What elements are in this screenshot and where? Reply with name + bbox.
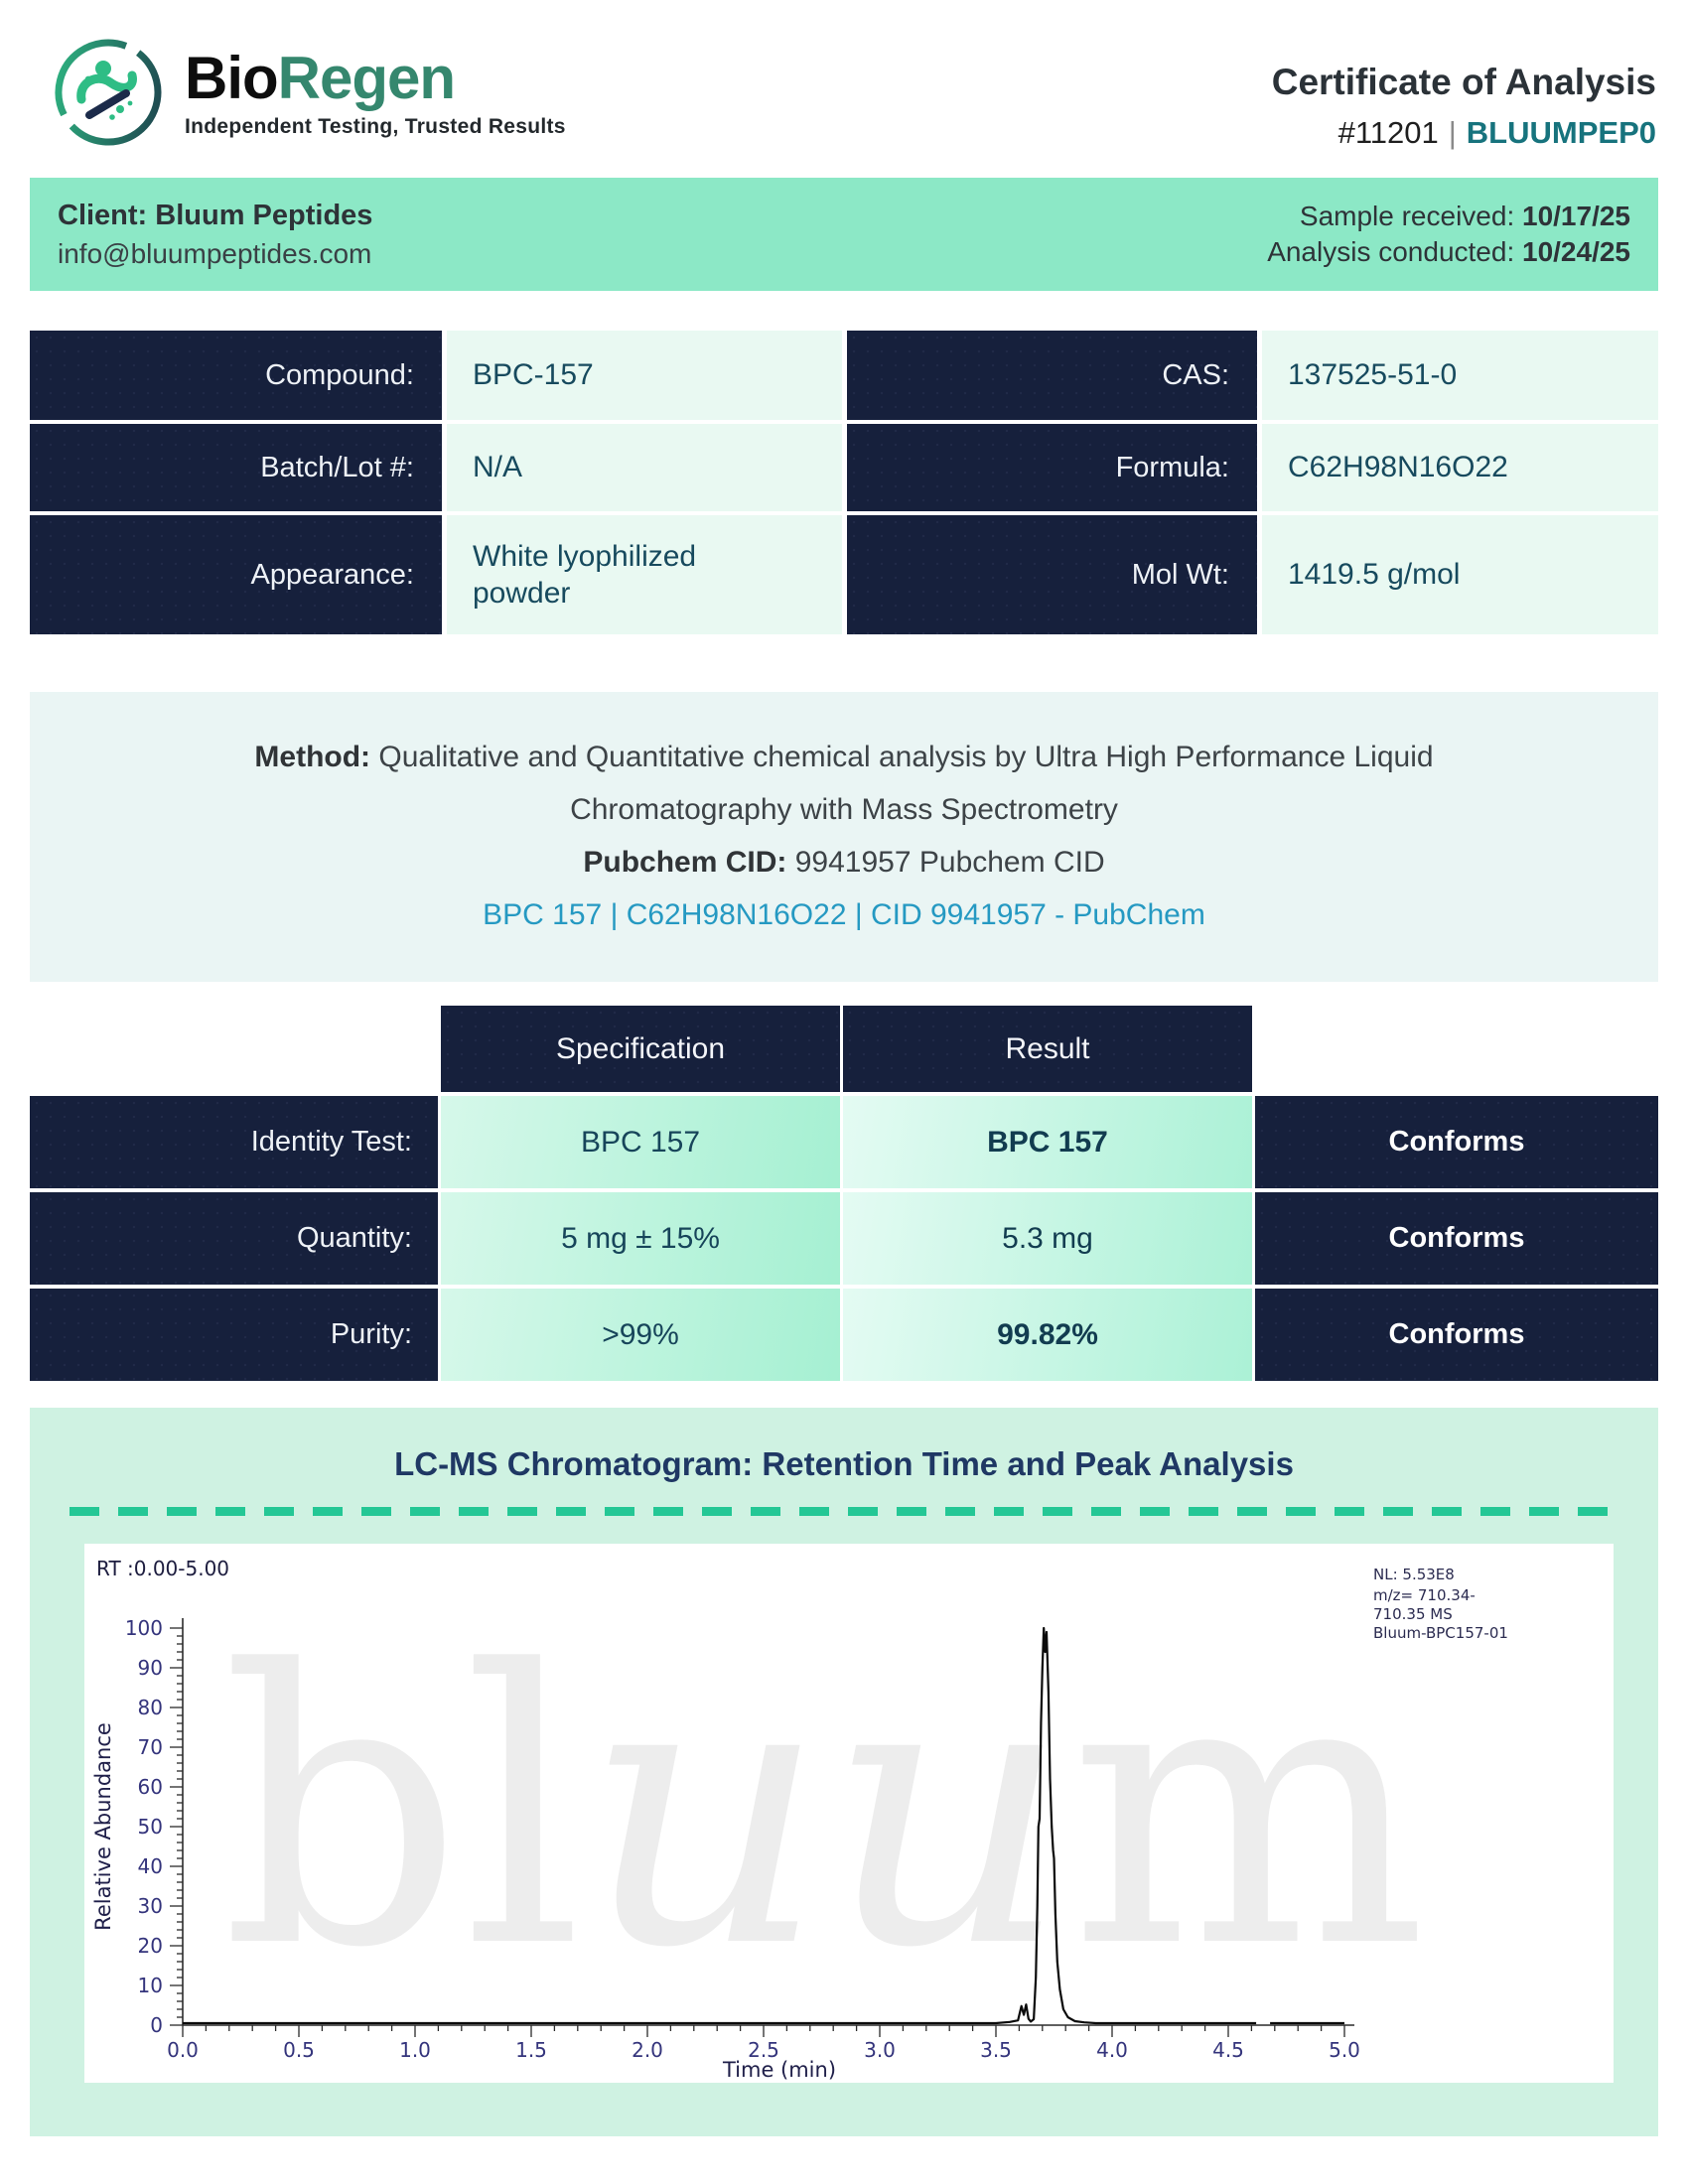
svg-text:3.0: 3.0 <box>864 2038 896 2062</box>
svg-text:50: 50 <box>138 1815 163 1839</box>
svg-text:2.5: 2.5 <box>748 2038 779 2062</box>
dashed-divider <box>70 1507 1618 1516</box>
svg-text:30: 30 <box>138 1894 163 1918</box>
appearance-label: Appearance: <box>30 515 442 634</box>
identity-spec: BPC 157 <box>441 1096 840 1188</box>
brand-logo: BioRegen Independent Testing, Trusted Re… <box>52 36 566 149</box>
svg-text:4.5: 4.5 <box>1212 2038 1244 2062</box>
svg-text:80: 80 <box>138 1696 163 1719</box>
bluum-watermark: bluum <box>221 1590 1428 2030</box>
client-email: info@bluumpeptides.com <box>58 237 372 269</box>
svg-text:60: 60 <box>138 1775 163 1799</box>
formula-value: C62H98N16O22 <box>1262 424 1658 511</box>
svg-text:2.0: 2.0 <box>632 2038 663 2062</box>
x-axis-label: Time (min) <box>722 2058 836 2082</box>
cas-value: 137525-51-0 <box>1262 331 1658 420</box>
document-title: Certificate of Analysis <box>1271 62 1656 102</box>
compound-value: BPC-157 <box>447 331 842 420</box>
identity-label: Identity Test: <box>30 1096 438 1188</box>
svg-text:3.5: 3.5 <box>980 2038 1012 2062</box>
report-number: #11201 <box>1337 115 1439 150</box>
svg-text:5.0: 5.0 <box>1329 2038 1360 2062</box>
svg-text:100: 100 <box>125 1616 163 1640</box>
quantity-result: 5.3 mg <box>843 1192 1252 1285</box>
method-line-2: Chromatography with Mass Spectrometry <box>570 793 1118 826</box>
analysis-conducted-date: 10/24/25 <box>1522 236 1630 267</box>
report-id: #11201 | BLUUMPEP0 <box>1272 115 1656 151</box>
svg-text:1.0: 1.0 <box>399 2038 431 2062</box>
svg-text:4.0: 4.0 <box>1096 2038 1128 2062</box>
svg-text:1.5: 1.5 <box>515 2038 547 2062</box>
molwt-label: Mol Wt: <box>847 515 1257 634</box>
analysis-conducted: Analysis conducted: 10/24/25 <box>1267 236 1630 267</box>
method-line-1: Method: Qualitative and Quantitative che… <box>254 741 1434 773</box>
svg-text:10: 10 <box>138 1974 163 1997</box>
compound-info-table: Compound: BPC-157 CAS: 137525-51-0 Batch… <box>30 331 1658 634</box>
annotation-ms: 710.35 MS <box>1373 1605 1453 1623</box>
identity-result: BPC 157 <box>843 1096 1252 1188</box>
chromatogram-plot: bluum RT :0.00-5.00 Relative Abundance T… <box>84 1544 1614 2083</box>
quantity-label: Quantity: <box>30 1192 438 1285</box>
spec-header-spacer <box>30 1006 438 1092</box>
chromatogram-section: LC-MS Chromatogram: Retention Time and P… <box>30 1408 1658 2136</box>
batch-value: N/A <box>447 424 842 511</box>
y-axis-label: Relative Abundance <box>91 1722 115 1931</box>
purity-spec: >99% <box>441 1289 840 1381</box>
annotation-sample: Bluum-BPC157-01 <box>1373 1624 1508 1642</box>
method-cid: Pubchem CID: 9941957 Pubchem CID <box>583 846 1105 879</box>
chromatogram-title: LC-MS Chromatogram: Retention Time and P… <box>394 1445 1294 1482</box>
svg-text:90: 90 <box>138 1656 163 1680</box>
quantity-status: Conforms <box>1255 1192 1658 1285</box>
purity-result: 99.82% <box>843 1289 1252 1381</box>
formula-label: Formula: <box>847 424 1257 511</box>
svg-text:0.5: 0.5 <box>283 2038 315 2062</box>
annotation-mz: m/z= 710.34- <box>1373 1586 1476 1604</box>
pubchem-link[interactable]: BPC 157 | C62H98N16O22 | CID 9941957 - P… <box>483 898 1205 931</box>
svg-text:20: 20 <box>138 1934 163 1958</box>
brand-tagline: Independent Testing, Trusted Results <box>185 114 566 138</box>
sample-received-date: 10/17/25 <box>1522 201 1630 231</box>
spec-header-specification: Specification <box>441 1006 840 1092</box>
quantity-spec: 5 mg ± 15% <box>441 1192 840 1285</box>
purity-status: Conforms <box>1255 1289 1658 1381</box>
svg-text:40: 40 <box>138 1854 163 1878</box>
svg-text:70: 70 <box>138 1735 163 1759</box>
client-name: Client: Bluum Peptides <box>58 199 373 231</box>
report-id-separator: | <box>1448 115 1457 150</box>
cas-label: CAS: <box>847 331 1257 420</box>
brand-regen: Regen <box>277 44 456 111</box>
report-code: BLUUMPEP0 <box>1466 115 1656 150</box>
spec-header-spacer <box>1255 1006 1658 1092</box>
svg-text:0: 0 <box>150 2013 163 2037</box>
method-section: Method: Qualitative and Quantitative che… <box>30 692 1658 982</box>
chromatogram-svg: bluum RT :0.00-5.00 Relative Abundance T… <box>91 1557 1508 2082</box>
specification-table: Specification Result Identity Test: BPC … <box>30 1006 1658 1381</box>
spec-header-result: Result <box>843 1006 1252 1092</box>
batch-label: Batch/Lot #: <box>30 424 442 511</box>
sample-received: Sample received: 10/17/25 <box>1299 201 1630 231</box>
identity-status: Conforms <box>1255 1096 1658 1188</box>
brand-bio: Bio <box>185 44 279 111</box>
molwt-value: 1419.5 g/mol <box>1262 515 1658 634</box>
appearance-value: White lyophilized powder <box>447 515 842 634</box>
annotation-nl: NL: 5.53E8 <box>1373 1566 1455 1583</box>
svg-text:0.0: 0.0 <box>167 2038 199 2062</box>
client-info-bar: Client: Bluum Peptides info@bluumpeptide… <box>30 178 1658 291</box>
rt-range-note: RT :0.00-5.00 <box>96 1557 229 1580</box>
bioregen-logo-icon <box>55 39 162 146</box>
brand-wordmark: BioRegen Independent Testing, Trusted Re… <box>185 48 566 138</box>
purity-label: Purity: <box>30 1289 438 1381</box>
compound-label: Compound: <box>30 331 442 420</box>
